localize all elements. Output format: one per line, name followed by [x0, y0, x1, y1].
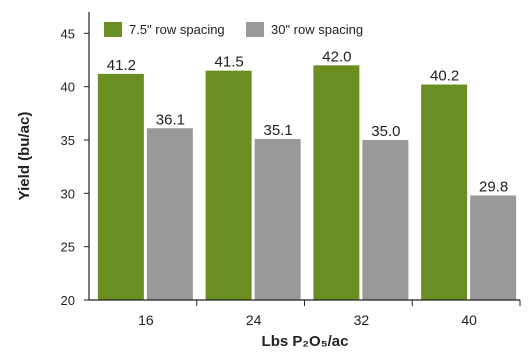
x-tick-label-16: 16 — [138, 312, 154, 328]
bar-narrow-32 — [313, 65, 360, 300]
x-ticks-group: 16 24 32 40 — [138, 300, 521, 328]
y-tick-label-40: 40 — [61, 80, 75, 95]
y-tick-label-35: 35 — [61, 133, 75, 148]
y-axis-title: Yield (bu/ac) — [16, 112, 33, 201]
y-tick-label-45: 45 — [61, 26, 75, 41]
data-label-narrow-24: 41.5 — [215, 54, 244, 71]
legend-label-narrow: 7.5" row spacing — [129, 22, 225, 37]
y-tick-label-25: 25 — [61, 240, 75, 255]
bar-narrow-16 — [97, 73, 144, 300]
legend-swatch-narrow — [104, 22, 122, 37]
data-label-narrow-40: 40.2 — [430, 68, 459, 85]
bar-wide-32 — [362, 140, 409, 300]
bar-narrow-40 — [421, 84, 468, 301]
bar-narrow-24 — [205, 70, 252, 301]
data-label-wide-32: 35.0 — [371, 123, 400, 140]
x-tick-label-32: 32 — [354, 312, 370, 328]
x-axis-title: Lbs P₂O₅/ac — [262, 333, 349, 350]
x-tick-label-40: 40 — [461, 312, 477, 328]
y-tick-label-30: 30 — [61, 186, 75, 201]
bar-wide-24 — [254, 138, 301, 300]
legend-label-wide: 30" row spacing — [271, 22, 363, 37]
y-tick-label-20: 20 — [61, 293, 75, 308]
data-label-wide-24: 35.1 — [264, 122, 293, 139]
bars-group — [97, 65, 517, 301]
legend-swatch-wide — [246, 22, 264, 37]
data-label-wide-16: 36.1 — [156, 111, 185, 128]
data-label-narrow-16: 41.2 — [107, 57, 136, 74]
data-label-wide-40: 29.8 — [479, 178, 508, 195]
bar-wide-16 — [146, 128, 193, 300]
legend: 7.5" row spacing 30" row spacing — [104, 22, 363, 37]
data-labels-group: 41.2 36.1 41.5 35.1 42.0 35.0 40.2 29.8 — [107, 48, 508, 195]
bar-wide-40 — [470, 195, 517, 300]
y-ticks-group: 20 25 30 35 40 45 — [61, 26, 89, 308]
x-tick-label-24: 24 — [246, 312, 262, 328]
data-label-narrow-32: 42.0 — [322, 48, 351, 65]
